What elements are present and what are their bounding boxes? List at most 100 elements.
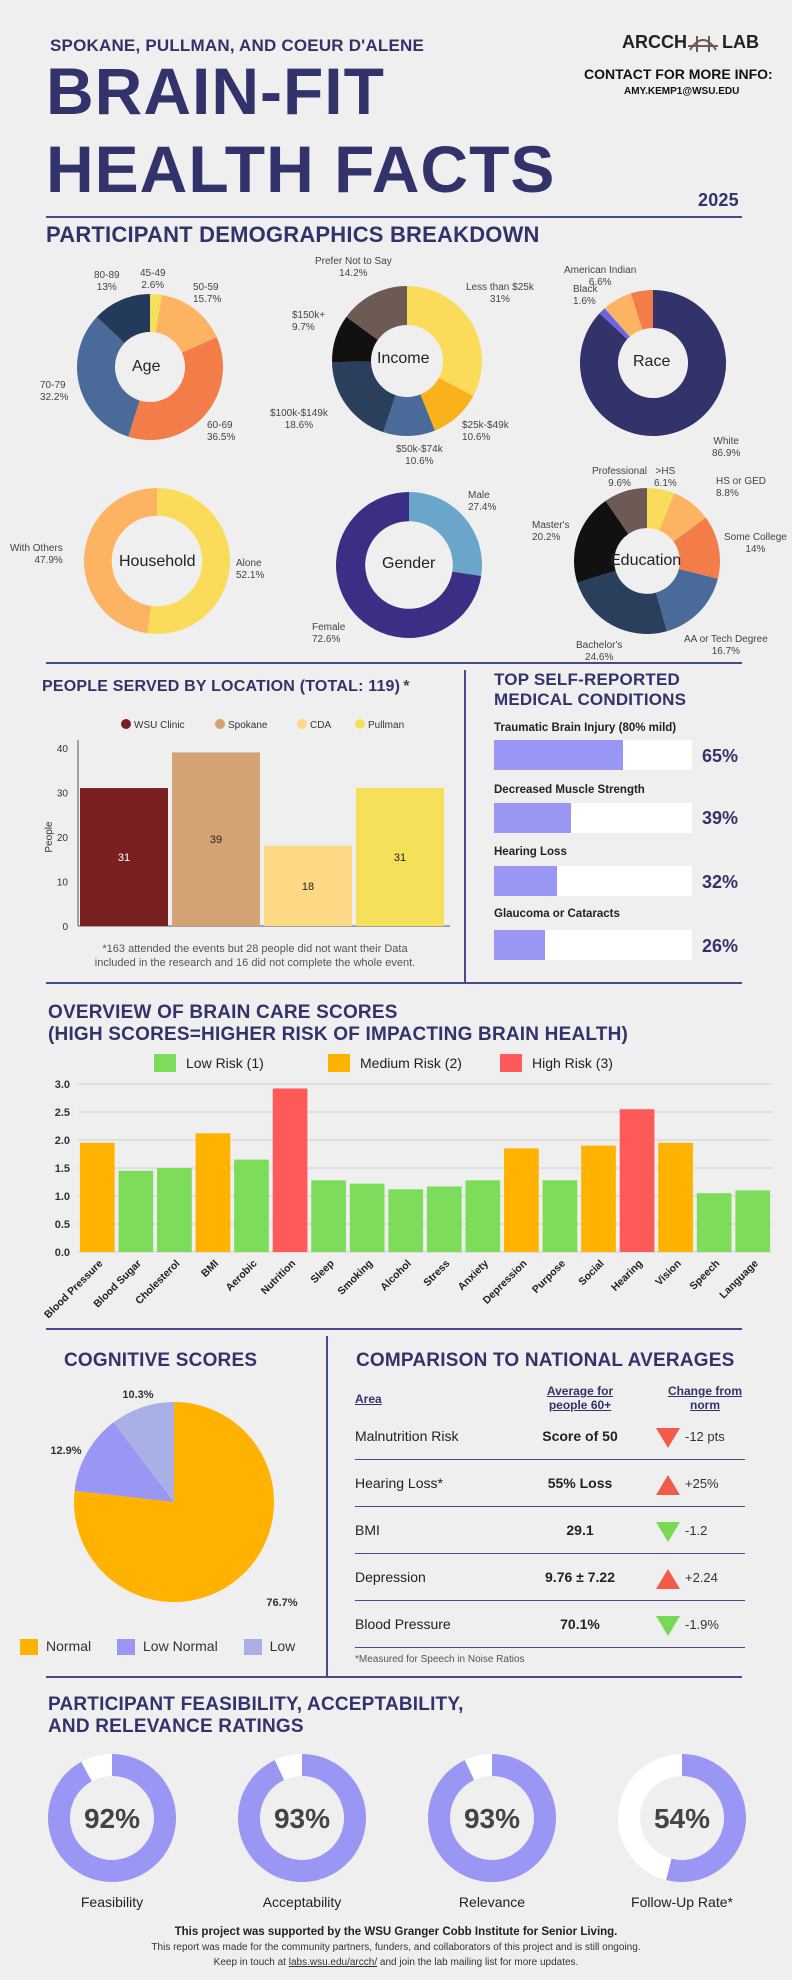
age-label-70-79: 70-79 32.2%	[40, 380, 69, 403]
location-legend-item: WSU Clinic	[121, 719, 185, 731]
brain-bar	[79, 1142, 115, 1252]
comparison-footnote: *Measured for Speech in Noise Ratios	[355, 1654, 525, 1665]
comparison-col-change: Change from norm	[667, 1384, 742, 1412]
comparison-row: Depression 9.76 ± 7.22 +2.24	[355, 1555, 745, 1601]
household-label-with-others: With Others 47.9%	[10, 543, 63, 566]
edu-label-bachelors: Bachelor's 24.6%	[576, 640, 623, 663]
comparison-title: COMPARISON TO NATIONAL AVERAGES	[356, 1350, 735, 1371]
race-slice-3	[630, 290, 653, 330]
location-legend-dot	[215, 719, 225, 729]
ring-fill	[427, 1754, 556, 1882]
race-slice-1	[599, 308, 630, 340]
race-label-white: White 86.9%	[712, 436, 741, 459]
comparison-change: +2.24	[685, 1570, 718, 1585]
demographics-title: PARTICIPANT DEMOGRAPHICS BREAKDOWN	[46, 222, 540, 247]
lab-website-link[interactable]: labs.wsu.edu/arcch/	[288, 1957, 378, 1968]
location-bar-chart: WSU Clinic Spokane CDA Pullman 0 10 20 30 40 Peop…	[44, 719, 450, 933]
demographics-divider	[46, 662, 742, 664]
brain-legend-item: High Risk (3)	[500, 1054, 613, 1072]
ring-label-follow-up: Follow-Up Rate*	[631, 1894, 733, 1910]
edu-label-hs-less: >HS 6.1%	[654, 466, 677, 489]
household-label-alone: Alone 52.1%	[236, 558, 265, 581]
brain-x-tick: Alcohol	[378, 1258, 414, 1294]
condition-bar-muscle	[494, 803, 692, 833]
location-legend-label: Spokane	[228, 720, 268, 731]
cognitive-pie-label: 76.7%	[266, 1597, 297, 1609]
location-chart-title: PEOPLE SERVED BY LOCATION (TOTAL: 119) *	[42, 678, 410, 695]
legend-label-normal: Normal	[46, 1638, 92, 1654]
arrow-down-icon	[656, 1428, 680, 1448]
comparison-row: Malnutrition Risk Score of 50 -12 pts	[355, 1414, 745, 1460]
location-legend-dot	[121, 719, 131, 729]
footer-report-note: This report was made for the community p…	[151, 1942, 641, 1953]
ring-label-relevance: Relevance	[458, 1894, 526, 1910]
brain-x-tick: Hearing	[609, 1258, 645, 1294]
comparison-change: -1.2	[685, 1523, 708, 1538]
cognitive-title: COGNITIVE SCORES	[64, 1350, 258, 1371]
brain-x-tick: Anxiety	[456, 1258, 491, 1293]
income-label-under-25k: Less than $25k 31%	[466, 282, 534, 305]
ring-percent: 92%	[84, 1803, 140, 1834]
brain-y-tick: 1.0	[55, 1191, 70, 1203]
brain-bar	[504, 1148, 539, 1252]
cognitive-pie-chart: 76.7% 12.9% 10.3%	[50, 1389, 297, 1609]
brain-care-title: OVERVIEW OF BRAIN CARE SCORES (HIGH SCORE…	[48, 1002, 629, 1045]
comparison-change: +25%	[685, 1476, 719, 1491]
header-divider	[46, 216, 742, 218]
income-label-prefer-not: Prefer Not to Say 14.2%	[315, 256, 392, 279]
age-label-60-69: 60-69 36.5%	[207, 420, 236, 443]
edu-label-some-college: Some College 14%	[724, 532, 787, 555]
race-label-american-indian: American Indian 6.6%	[564, 265, 637, 288]
brain-x-tick: Vision	[653, 1258, 684, 1289]
brain-x-tick: Nutrition	[259, 1258, 298, 1297]
legend-label-low-normal: Low Normal	[143, 1638, 218, 1654]
comparison-area: Depression	[355, 1569, 426, 1585]
comparison-row: Hearing Loss* 55% Loss +25%	[355, 1461, 745, 1507]
brain-bar	[388, 1189, 424, 1252]
brain-y-tick: 0.0	[55, 1247, 70, 1259]
comparison-row: Blood Pressure 70.1% -1.9%	[355, 1602, 745, 1648]
location-bar	[80, 788, 168, 926]
comparison-change: -12 pts	[685, 1429, 725, 1444]
condition-bar-glaucoma	[494, 930, 692, 960]
conditions-divider	[46, 982, 742, 984]
ring-percent: 93%	[464, 1803, 520, 1834]
gender-slice-1	[335, 492, 482, 638]
location-bar	[172, 752, 260, 926]
location-chart-note: *163 attended the events but 28 people d…	[94, 943, 416, 969]
comparison-row: BMI 29.1 -1.2	[355, 1508, 745, 1554]
ring-label-feasibility: Feasibility	[80, 1894, 144, 1910]
comparison-change: -1.9%	[685, 1617, 719, 1632]
education-donut-chart	[574, 488, 720, 634]
edu-label-masters: Master's 20.2%	[532, 520, 570, 543]
brain-bar	[234, 1159, 269, 1252]
comparison-area: BMI	[355, 1522, 380, 1538]
location-y-tick: 10	[57, 878, 69, 889]
brain-bar	[465, 1180, 501, 1252]
household-slice-0	[147, 488, 231, 634]
brain-legend-swatch	[500, 1054, 522, 1072]
ring-percent: 93%	[274, 1803, 330, 1834]
comparison-area: Malnutrition Risk	[355, 1428, 459, 1444]
location-legend-label: Pullman	[368, 720, 404, 731]
brain-x-tick: BMI	[199, 1258, 221, 1280]
brain-legend-item: Low Risk (1)	[154, 1054, 264, 1072]
condition-fill-tbi	[494, 740, 623, 770]
brain-bar	[619, 1109, 655, 1252]
condition-name-glaucoma: Glaucoma or Cataracts	[494, 908, 620, 920]
age-label-80-89: 80-89 13%	[94, 270, 120, 293]
contact-email[interactable]: AMY.KEMP1@WSU.EDU	[624, 86, 740, 97]
feasibility-rings: 92% 93% 93% 54%	[47, 1754, 746, 1882]
brain-legend-label: Low Risk (1)	[186, 1055, 264, 1071]
income-center-label: Income	[377, 350, 430, 367]
location-bar	[264, 845, 352, 926]
household-center-label: Household	[119, 553, 196, 570]
income-label-25k-49k: $25k-$49k 10.6%	[462, 420, 509, 443]
condition-bar-tbi	[494, 740, 692, 770]
race-slice-2	[604, 293, 643, 337]
location-legend-item: Spokane	[215, 719, 268, 731]
location-y-label: People	[44, 821, 55, 853]
location-y-tick: 30	[57, 789, 69, 800]
brain-bar	[426, 1186, 462, 1252]
footer-support: This project was supported by the WSU Gr…	[174, 1926, 618, 1938]
